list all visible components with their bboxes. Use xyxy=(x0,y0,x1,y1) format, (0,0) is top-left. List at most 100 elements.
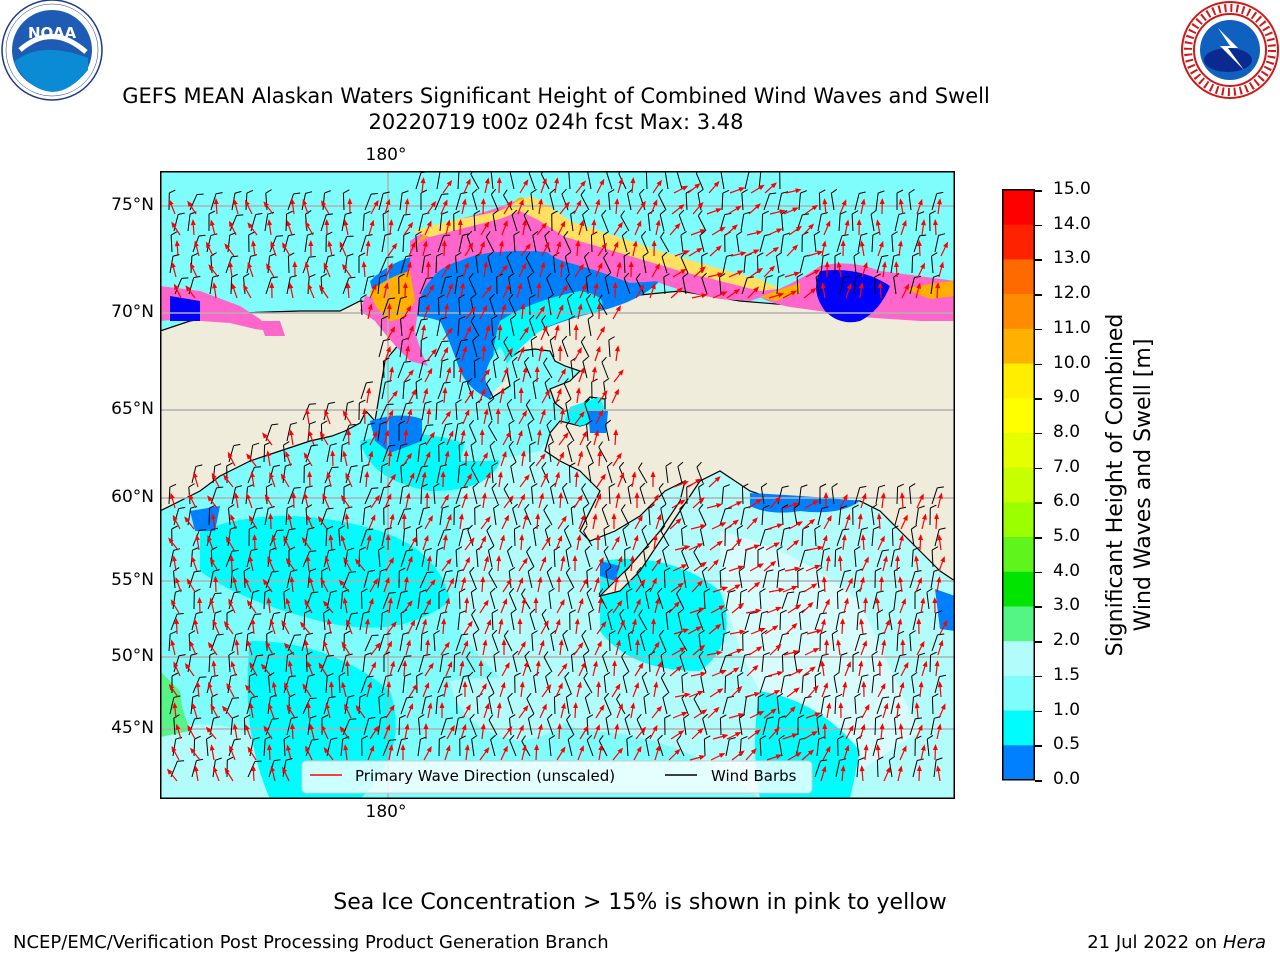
wave-direction-arrow xyxy=(899,598,906,614)
wind-barb xyxy=(601,503,609,526)
wave-direction-arrow xyxy=(730,251,747,257)
wave-direction-arrow xyxy=(246,599,257,614)
wave-direction-arrow xyxy=(389,513,395,530)
wave-direction-arrow xyxy=(425,261,431,278)
wind-barb xyxy=(780,232,790,253)
colorbar-tick-mark xyxy=(1035,224,1042,227)
wave-direction-arrow xyxy=(673,628,690,635)
wind-barb xyxy=(467,524,474,547)
wind-barb xyxy=(265,276,278,295)
wave-direction-arrow xyxy=(441,410,451,425)
wind-barb xyxy=(473,210,481,232)
wind-barb xyxy=(508,587,517,610)
wind-barb xyxy=(586,734,594,757)
wind-barb xyxy=(455,546,463,568)
wave-direction-arrow xyxy=(446,430,454,446)
wind-barb xyxy=(588,608,595,631)
wave-direction-arrow xyxy=(710,752,726,761)
sea-ice xyxy=(160,196,955,366)
wind-barb xyxy=(831,630,839,652)
wind-barb xyxy=(815,272,822,295)
wave-direction-arrow xyxy=(384,198,391,215)
wave-direction-arrow xyxy=(516,577,524,593)
wind-barb xyxy=(454,274,464,295)
wave-direction-arrow xyxy=(611,536,620,551)
wave-direction-arrow xyxy=(596,326,605,341)
wind-barb xyxy=(469,713,477,736)
wave-direction-arrow xyxy=(747,581,761,593)
wave-direction-arrow xyxy=(234,639,240,656)
wind-barb xyxy=(839,569,852,589)
wave-direction-arrow xyxy=(518,262,527,278)
wind-barb xyxy=(546,713,554,736)
wind-barb xyxy=(398,273,405,295)
wave-direction-arrow xyxy=(784,271,801,278)
wave-direction-arrow xyxy=(323,747,334,761)
wind-barb xyxy=(486,671,495,694)
wave-direction-arrow xyxy=(636,200,646,215)
colorbar-tick-mark xyxy=(1035,259,1042,261)
wave-direction-arrow xyxy=(787,604,802,614)
wind-barb xyxy=(468,419,477,442)
wind-barb xyxy=(245,631,255,652)
wind-barb xyxy=(435,252,443,274)
wave-direction-arrow xyxy=(707,706,720,719)
wind-barb xyxy=(834,252,842,273)
wind-barb xyxy=(677,461,684,484)
wave-direction-arrow xyxy=(689,607,706,614)
wind-barb xyxy=(779,609,787,631)
wave-direction-arrow xyxy=(324,555,331,572)
wind-barb xyxy=(890,695,902,715)
wind-barb xyxy=(437,234,451,253)
wind-barb xyxy=(396,443,408,463)
wave-direction-arrow xyxy=(597,242,607,257)
wind-barb xyxy=(548,735,556,757)
wind-barb xyxy=(857,674,869,694)
wind-barb xyxy=(605,713,612,736)
wind-barb xyxy=(721,189,730,211)
wave-direction-arrow xyxy=(347,198,353,215)
wind-barb xyxy=(360,441,368,463)
wind-barb xyxy=(598,441,608,463)
wind-barb xyxy=(283,735,291,757)
wind-barb xyxy=(856,757,865,778)
wave-direction-arrow xyxy=(269,618,276,635)
wave-direction-arrow xyxy=(840,240,846,257)
wave-direction-arrow xyxy=(731,602,745,614)
wind-barb xyxy=(620,210,630,232)
wind-barb xyxy=(453,210,460,232)
wave-direction-arrow xyxy=(303,639,309,656)
wave-direction-arrow xyxy=(706,208,723,215)
colorbar-band xyxy=(1002,259,1034,295)
wind-barb xyxy=(563,231,572,253)
wave-direction-arrow xyxy=(613,369,624,383)
wave-direction-arrow xyxy=(558,284,568,299)
wave-direction-arrow xyxy=(611,388,620,404)
wave-direction-arrow xyxy=(479,452,488,467)
wave-direction-arrow xyxy=(427,702,433,719)
wind-barb xyxy=(287,192,301,211)
wind-barb xyxy=(699,230,706,253)
wind-barb xyxy=(835,758,847,778)
wave-direction-arrow xyxy=(820,765,827,782)
wind-barb xyxy=(926,588,933,610)
wind-barb xyxy=(341,212,352,232)
lat-label-45: 45°N xyxy=(111,718,154,738)
wind-barb xyxy=(875,484,886,505)
wave-direction-arrow xyxy=(225,536,235,551)
wind-barb xyxy=(605,566,612,589)
wave-direction-arrow xyxy=(575,240,581,257)
wave-direction-arrow xyxy=(573,642,584,656)
wind-barb xyxy=(853,274,863,295)
wind-barb xyxy=(527,566,534,589)
wave-direction-arrow xyxy=(690,524,707,530)
wave-direction-arrow xyxy=(424,220,432,236)
wind-barb xyxy=(817,653,829,673)
wind-barb xyxy=(856,610,865,631)
wave-direction-arrow xyxy=(593,724,600,740)
wave-direction-arrow xyxy=(707,272,724,278)
wind-barb xyxy=(510,608,517,631)
wave-direction-arrow xyxy=(248,515,258,530)
wave-direction-arrow xyxy=(271,534,277,551)
wave-direction-arrow xyxy=(712,733,729,740)
